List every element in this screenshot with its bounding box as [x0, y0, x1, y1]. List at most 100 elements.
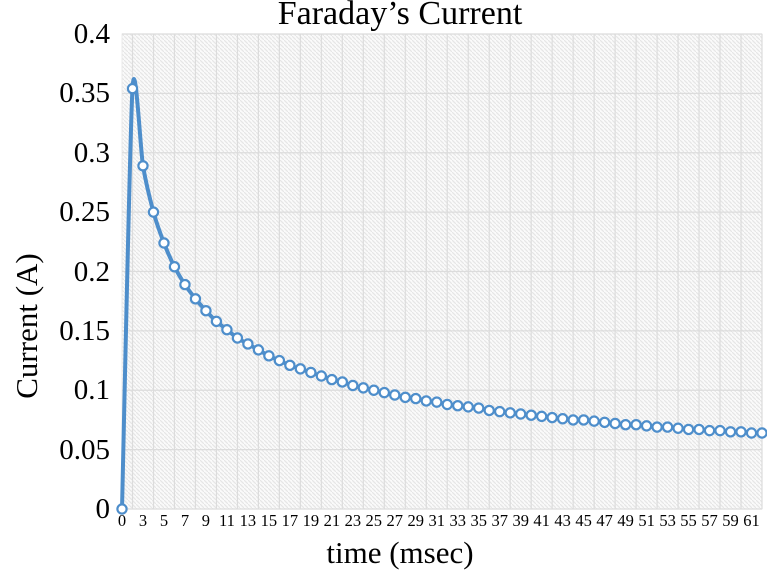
- data-point-marker: [147, 206, 160, 218]
- data-point-marker: [756, 427, 767, 439]
- data-point-marker: [514, 408, 527, 420]
- data-point-marker: [242, 338, 254, 350]
- data-point-marker: [410, 392, 422, 405]
- data-point-marker: [693, 423, 705, 436]
- data-point-marker: [231, 332, 244, 344]
- data-point-marker: [703, 424, 716, 437]
- data-point-marker: [735, 426, 747, 438]
- data-point-marker: [630, 418, 642, 431]
- x-tick-label: 9: [201, 511, 211, 530]
- x-tick-label: 0: [117, 511, 127, 530]
- x-tick-label: 53: [659, 511, 676, 530]
- y-tick-label: 0.2: [73, 255, 110, 288]
- data-point-marker: [598, 416, 611, 429]
- data-point-marker: [462, 401, 474, 413]
- x-axis-title: time (msec): [326, 535, 474, 570]
- data-point-marker: [368, 384, 380, 396]
- data-point-marker: [378, 386, 390, 399]
- y-tick-label: 0.15: [59, 314, 110, 347]
- data-point-marker: [546, 411, 558, 424]
- x-tick-label: 45: [575, 511, 592, 530]
- x-tick-label: 43: [554, 511, 571, 530]
- data-point-marker: [640, 420, 653, 432]
- data-point-marker: [179, 278, 191, 291]
- x-tick-label: 17: [281, 511, 299, 530]
- data-point-marker: [305, 366, 317, 379]
- data-point-marker: [399, 391, 411, 404]
- x-tick-label: 21: [323, 511, 341, 530]
- data-point-marker: [357, 382, 370, 394]
- x-tick-label: 39: [512, 511, 529, 530]
- gridlines: [122, 33, 763, 510]
- x-tick-label: 7: [180, 511, 190, 530]
- x-tick-label: 55: [680, 511, 697, 530]
- y-tick-label: 0.4: [73, 18, 110, 50]
- data-point-marker: [661, 421, 674, 433]
- data-point-marker: [745, 427, 758, 439]
- data-point-marker: [263, 350, 275, 362]
- data-point-marker: [200, 304, 212, 317]
- x-tick-label: 37: [491, 511, 508, 530]
- data-point-marker: [210, 315, 223, 328]
- data-point-marker: [326, 373, 338, 386]
- x-tick-label: 23: [344, 511, 362, 530]
- x-tick-label: 57: [701, 511, 718, 530]
- x-tick-label: 15: [260, 511, 278, 530]
- data-point-marker: [714, 424, 726, 437]
- data-point-marker: [389, 389, 401, 401]
- data-point-marker: [672, 422, 684, 434]
- data-point-markers: [116, 82, 767, 515]
- data-point-marker: [651, 421, 663, 433]
- x-tick-label: 51: [638, 511, 655, 530]
- x-tick-label: 31: [428, 511, 446, 530]
- y-tick-label: 0.05: [59, 433, 110, 466]
- x-tick-label: 41: [533, 511, 550, 530]
- y-tick-label: 0.3: [73, 136, 110, 169]
- data-point-marker: [724, 426, 737, 438]
- data-point-marker: [126, 82, 139, 95]
- data-point-marker: [315, 370, 328, 382]
- data-point-marker: [336, 376, 349, 388]
- data-point-marker: [441, 398, 453, 411]
- data-point-marker: [431, 396, 443, 408]
- x-tick-label: 13: [239, 511, 257, 530]
- data-point-marker: [483, 404, 495, 417]
- x-tick-label: 47: [596, 511, 613, 530]
- data-point-marker: [504, 407, 516, 419]
- data-point-marker: [567, 414, 579, 426]
- data-point-marker: [494, 405, 506, 418]
- x-tick-label: 35: [470, 511, 487, 530]
- x-tick-label: 3: [138, 511, 148, 530]
- data-point-marker: [577, 414, 590, 426]
- y-tick-label: 0.25: [59, 196, 110, 229]
- data-point-marker: [189, 293, 202, 305]
- data-point-marker: [420, 395, 432, 407]
- data-point-marker: [525, 409, 537, 421]
- data-point-marker: [221, 323, 233, 336]
- data-point-marker: [252, 344, 265, 356]
- x-tick-label: 49: [617, 511, 634, 530]
- data-point-marker: [284, 359, 296, 372]
- data-point-marker: [137, 160, 149, 172]
- data-point-marker: [168, 261, 181, 273]
- data-point-marker: [682, 423, 695, 436]
- data-point-marker: [273, 354, 286, 367]
- data-point-marker: [556, 413, 569, 425]
- data-point-marker: [619, 418, 632, 431]
- data-point-marker: [294, 363, 307, 375]
- data-point-marker: [588, 415, 600, 427]
- x-tick-label: 27: [386, 511, 404, 530]
- x-tick-label: 59: [722, 511, 739, 530]
- data-point-marker: [609, 417, 621, 430]
- x-tick-label: 29: [407, 511, 425, 530]
- x-tick-label: 5: [159, 511, 169, 530]
- data-point-marker: [473, 402, 485, 414]
- data-point-marker: [158, 237, 170, 249]
- y-tick-label: 0.35: [59, 77, 110, 110]
- y-tick-label: 0: [95, 493, 111, 525]
- chart-title: Faraday’s Current: [277, 0, 523, 32]
- data-point-marker: [452, 399, 464, 412]
- x-tick-label: 33: [449, 511, 466, 530]
